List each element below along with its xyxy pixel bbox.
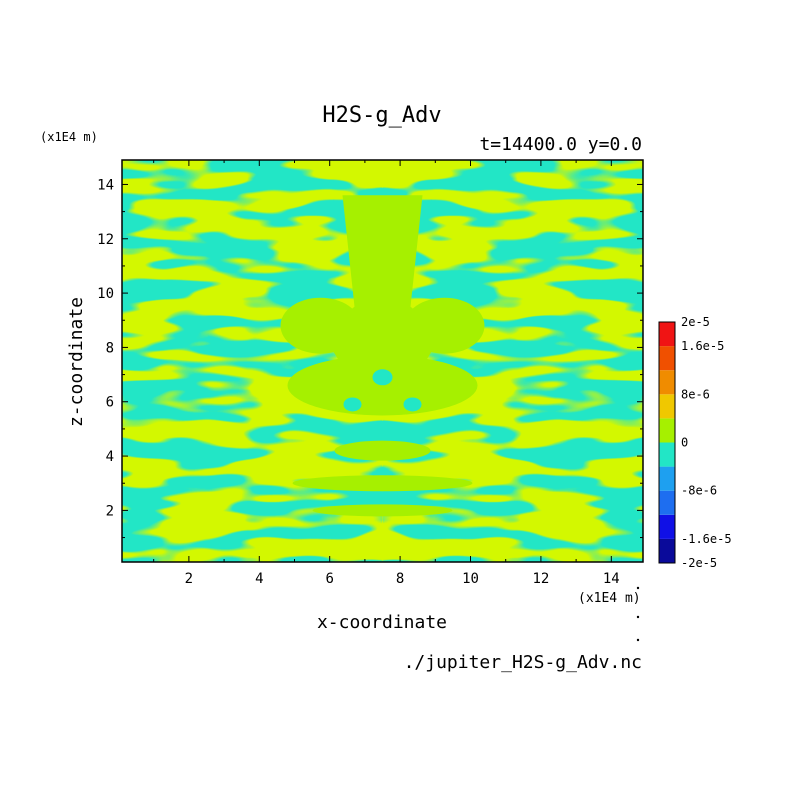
y-tick-label: 14 — [97, 177, 114, 193]
y-tick-label: 6 — [106, 395, 114, 411]
contour-feature — [287, 355, 478, 416]
contour-feature — [403, 397, 422, 412]
y-tick-label: 12 — [97, 232, 114, 248]
x-tick-label: 4 — [255, 571, 263, 587]
colorbar-label: 0 — [681, 436, 688, 450]
y-tick-label: 8 — [106, 340, 114, 356]
x-tick-label: 12 — [532, 571, 549, 587]
colorbar-segment — [659, 490, 675, 515]
x-tick-label: 6 — [325, 571, 333, 587]
marker-dot — [636, 638, 640, 642]
colorbar-segment — [659, 418, 675, 443]
x-axis: 2 4 6 8 10 12 14 — [153, 160, 620, 587]
central-features — [280, 195, 485, 517]
colorbar-label: -2e-5 — [681, 556, 717, 570]
x-axis-label: x-coordinate — [317, 612, 447, 633]
colorbar-label: 1.6e-5 — [681, 339, 724, 353]
colorbar-label: -1.6e-5 — [681, 532, 732, 546]
contour-feature — [280, 297, 361, 354]
contour-feature — [292, 475, 473, 492]
file-name: ./jupiter_H2S-g_Adv.nc — [404, 652, 642, 673]
marker-dot — [636, 615, 640, 619]
x-tick-label: 10 — [462, 571, 479, 587]
contour-feature — [334, 440, 431, 461]
colorbar-segment — [659, 370, 675, 395]
contour-feature — [372, 369, 393, 386]
marker-dot — [636, 586, 640, 590]
colorbar-segment — [659, 442, 675, 467]
contour-feature — [404, 297, 485, 354]
colorbar-segment — [659, 346, 675, 371]
y-axis-label: z-coordinate — [66, 297, 87, 427]
x-tick-label: 8 — [396, 571, 404, 587]
colorbar-segment — [659, 466, 675, 491]
colorbar-segment — [659, 394, 675, 419]
y-tick-label: 4 — [106, 449, 114, 465]
y-unit-label: (x1E4 m) — [40, 130, 98, 144]
colorbar-segment — [659, 538, 675, 563]
x-tick-label: 14 — [603, 571, 620, 587]
chart-title: H2S-g_Adv — [322, 103, 441, 128]
colorbar-label: -8e-6 — [681, 484, 717, 498]
contour-feature — [312, 504, 453, 517]
colorbar-segment — [659, 514, 675, 539]
y-tick-label: 10 — [97, 286, 114, 302]
x-tick-label: 2 — [185, 571, 193, 587]
colorbar: 2e-5 1.6e-5 8e-6 0 -8e-6 -1.6e-5 -2e-5 — [658, 315, 732, 570]
chart-subtitle: t=14400.0 y=0.0 — [479, 134, 642, 155]
plot-frame — [121, 159, 644, 563]
plot-area — [122, 160, 643, 562]
colorbar-label: 2e-5 — [681, 315, 710, 329]
y-axis: 2 4 6 8 10 12 14 — [97, 177, 643, 539]
contour-feature — [343, 397, 362, 412]
y-tick-label: 2 — [106, 503, 114, 519]
colorbar-label: 8e-6 — [681, 387, 710, 401]
colorbar-frame — [658, 321, 676, 564]
x-unit-label: (x1E4 m) — [578, 591, 641, 606]
colorbar-segment — [659, 322, 675, 347]
